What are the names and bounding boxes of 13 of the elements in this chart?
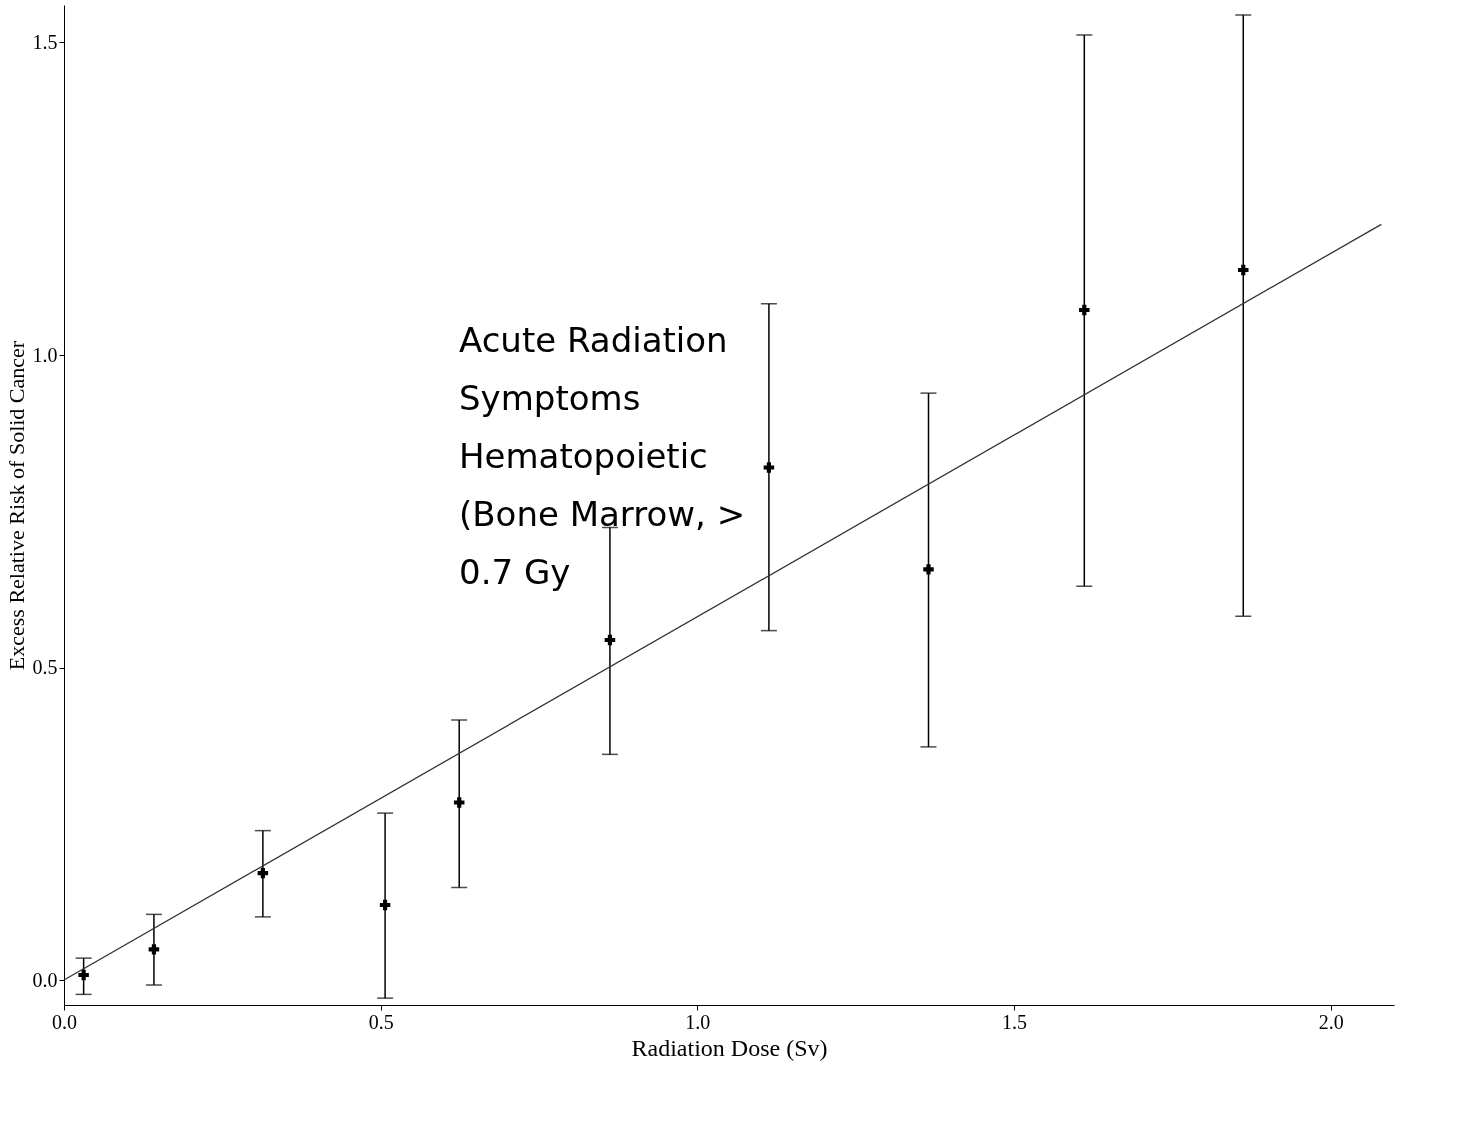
y-tick-label: 1.5 <box>32 31 58 53</box>
y-tick-label: 1.0 <box>32 343 58 366</box>
y-axis-title: Excess Relative Risk of Solid Cancer <box>3 340 29 671</box>
x-tick-label: 1.5 <box>1002 1010 1027 1033</box>
x-tick-label: 0.0 <box>52 1010 77 1033</box>
point <box>923 564 934 575</box>
x-axis-title: Radiation Dose (Sv) <box>631 1034 828 1061</box>
x-tick-label: 2.0 <box>1318 1010 1344 1033</box>
x-tick-label: 0.5 <box>368 1010 394 1033</box>
y-tick-label: 0.0 <box>32 968 58 991</box>
annotation: Acute Radiation Symptoms Hematopoietic (Bone Marrow, > 0.7 Gy <box>459 320 746 592</box>
x-tick-label: 1.0 <box>685 1010 711 1033</box>
y-tick-label: 0.5 <box>32 656 58 678</box>
